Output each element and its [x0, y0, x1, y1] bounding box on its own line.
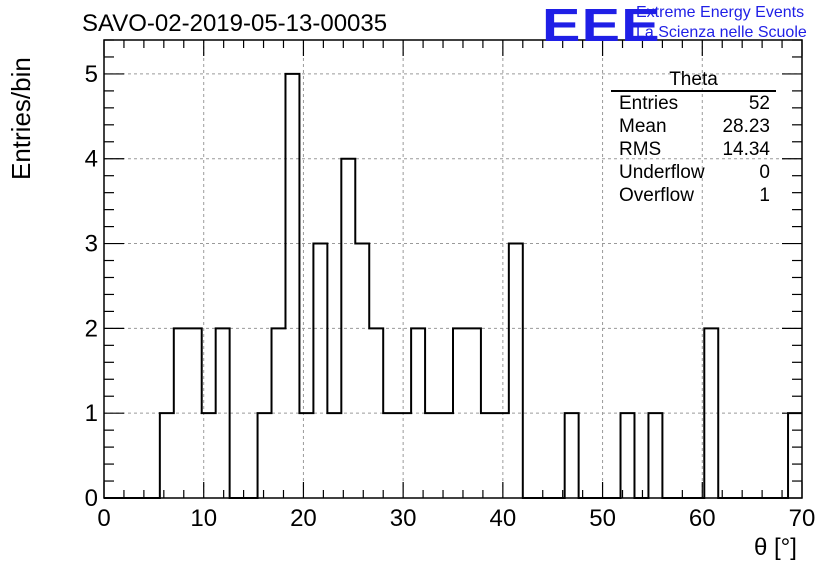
- x-tick-label: 30: [390, 505, 417, 532]
- histogram-bin: [160, 413, 174, 498]
- eee-logo: EEE: [542, 0, 661, 51]
- histogram-bin: [439, 413, 453, 498]
- stats-box-title: Theta: [611, 70, 776, 92]
- stats-label: Underflow: [619, 162, 705, 183]
- logo-subtitle-line2: La Scienza nelle Scuole: [636, 24, 807, 41]
- x-tick-label: 70: [789, 505, 816, 532]
- y-tick-label: 3: [85, 231, 98, 258]
- x-tick-label: 10: [190, 505, 217, 532]
- x-axis-label: θ [°]: [754, 534, 797, 561]
- histogram-bin: [509, 244, 523, 498]
- histogram-bin: [788, 413, 802, 498]
- y-tick-label: 2: [85, 315, 98, 342]
- histogram-bin: [313, 244, 327, 498]
- stats-row-mean: Mean 28.23: [611, 115, 776, 138]
- axis-ticks: [103, 39, 803, 499]
- histogram-bin: [495, 413, 509, 498]
- histogram-bin: [285, 74, 299, 498]
- histogram-bin: [481, 413, 495, 498]
- histogram-bin: [621, 413, 635, 498]
- y-axis-label: Entries/bin: [6, 57, 36, 180]
- y-tick-label: 0: [85, 485, 98, 512]
- plot-frame: [103, 39, 803, 499]
- stats-label: Overflow: [619, 185, 694, 206]
- x-tick-label: 0: [97, 505, 110, 532]
- logo-subtitle-line1: Extreme Energy Events: [636, 4, 805, 21]
- histogram-outline: [104, 72, 802, 499]
- stats-value: 28.23: [722, 116, 770, 137]
- stats-value: 14.34: [722, 139, 770, 160]
- stats-row-underflow: Underflow 0: [611, 161, 776, 184]
- histogram-bin: [565, 413, 579, 498]
- histogram-bin: [258, 413, 272, 498]
- x-tick-label: 40: [490, 505, 517, 532]
- stats-value: 52: [748, 93, 770, 114]
- histogram-bin: [397, 413, 411, 498]
- stats-label: Mean: [619, 116, 667, 137]
- stats-value: 1: [759, 185, 770, 206]
- stats-label: Entries: [619, 93, 679, 114]
- y-tick-label: 5: [85, 61, 98, 88]
- histogram-bin: [425, 413, 439, 498]
- stats-row-entries: Entries 52: [611, 92, 776, 115]
- stats-row-rms: RMS 14.34: [611, 138, 776, 161]
- histogram-bin: [216, 328, 230, 498]
- histogram-bin: [383, 413, 397, 498]
- histogram-bin: [174, 328, 188, 498]
- x-tick-label: 50: [589, 505, 616, 532]
- y-tick-label: 4: [85, 146, 98, 173]
- stats-label: RMS: [619, 139, 662, 160]
- run-title: SAVO-02-2019-05-13-00035: [82, 10, 388, 37]
- histogram-bin: [355, 244, 369, 498]
- histogram-bin: [341, 159, 355, 498]
- x-tick-label: 60: [689, 505, 716, 532]
- y-tick-label: 1: [85, 400, 98, 427]
- stats-box: Theta Entries 52 Mean 28.23 RMS 14.34 Un…: [611, 70, 776, 207]
- stats-value: 0: [759, 162, 770, 183]
- histogram-bin: [648, 413, 662, 498]
- stats-row-overflow: Overflow 1: [611, 184, 776, 207]
- histogram-bin: [327, 413, 341, 498]
- histogram-bin: [299, 413, 313, 498]
- x-tick-label: 20: [290, 505, 317, 532]
